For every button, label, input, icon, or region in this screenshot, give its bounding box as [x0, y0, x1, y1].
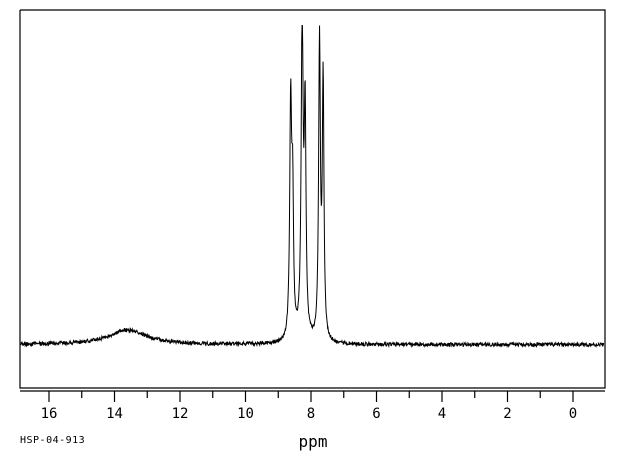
plot-frame: [19, 9, 606, 389]
sample-id-label: HSP-04-913: [20, 435, 85, 446]
axis-tick-label: 8: [307, 406, 315, 422]
axis-tick-label: 12: [172, 406, 189, 422]
x-axis-title: ppm: [299, 432, 328, 451]
axis-tick-label: 16: [41, 406, 58, 422]
axis-tick-label: 14: [106, 406, 123, 422]
axis-tick-label: 4: [438, 406, 446, 422]
axis-tick-label: 2: [503, 406, 511, 422]
spectrum-trace: [20, 25, 605, 349]
axis-tick-label: 6: [372, 406, 380, 422]
axis-tick-label: 0: [569, 406, 577, 422]
axis-tick-label: 10: [237, 406, 254, 422]
axis-tick-group: [48, 391, 574, 402]
axis-tick-label-group: 16 14 12 10 8 6 4 2 0: [41, 406, 578, 422]
